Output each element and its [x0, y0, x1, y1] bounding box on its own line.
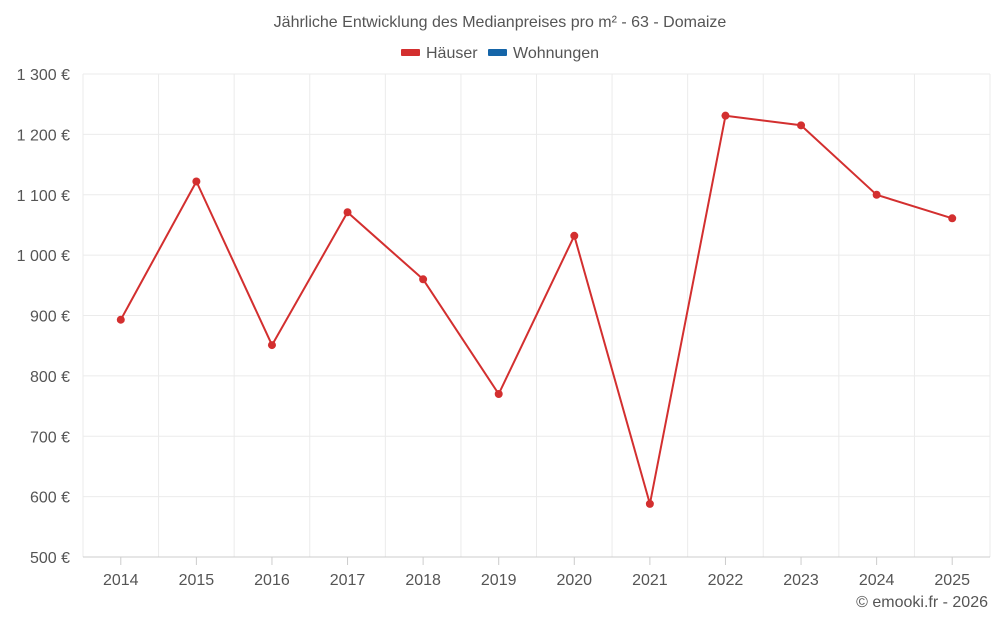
x-tick-label: 2022 [708, 572, 744, 589]
x-tick-label: 2020 [556, 572, 592, 589]
y-tick-label: 900 € [30, 309, 70, 326]
y-tick-label: 1 000 € [17, 248, 70, 265]
y-tick-label: 1 200 € [17, 127, 70, 144]
series-line-haeuser [119, 114, 953, 505]
y-tick-label: 1 100 € [17, 188, 70, 205]
legend-label-wohnungen: Wohnungen [513, 45, 600, 62]
y-tick-label: 800 € [30, 369, 70, 386]
data-point [570, 231, 579, 240]
x-tick-label: 2024 [859, 572, 895, 589]
x-tick-label: 2021 [632, 572, 668, 589]
x-tick-label: 2018 [405, 572, 441, 589]
copyright-credit: © emooki.fr - 2026 [856, 594, 988, 611]
data-point [797, 121, 806, 130]
legend-item-haeuser[interactable]: Häuser [400, 45, 478, 63]
x-tick-label: 2025 [934, 572, 970, 589]
legend-swatch-wohnungen [488, 49, 508, 57]
y-tick-label: 700 € [30, 429, 70, 446]
data-point [267, 341, 276, 350]
legend-item-wohnungen[interactable]: Wohnungen [488, 45, 599, 63]
legend: Häuser Wohnungen [0, 45, 1000, 63]
x-tick-label: 2019 [481, 572, 517, 589]
legend-swatch-haeuser [400, 49, 420, 57]
x-tick-label: 2016 [254, 572, 290, 589]
y-tick-label: 500 € [30, 550, 70, 567]
data-point [494, 389, 503, 398]
y-tick-label: 600 € [30, 490, 70, 507]
data-point [343, 208, 352, 217]
x-tick-label: 2017 [330, 572, 366, 589]
data-point [419, 275, 428, 284]
data-point [645, 499, 654, 508]
axes: 500 € 600 € 700 € 800 € 900 € 1 000 € 1 100 € 1… [17, 67, 990, 589]
data-point [872, 190, 881, 199]
x-tick-label: 2014 [103, 572, 139, 589]
data-point [192, 177, 201, 186]
chart-title: Jährliche Entwicklung des Medianpreises … [273, 14, 727, 31]
x-tick-label: 2023 [783, 572, 819, 589]
data-point [721, 111, 730, 120]
legend-label-haeuser: Häuser [425, 45, 478, 62]
y-tick-label: 1 300 € [17, 67, 70, 84]
series-haeuser [116, 111, 957, 508]
x-tick-label: 2015 [179, 572, 215, 589]
data-point [116, 315, 125, 324]
data-point [948, 214, 957, 223]
